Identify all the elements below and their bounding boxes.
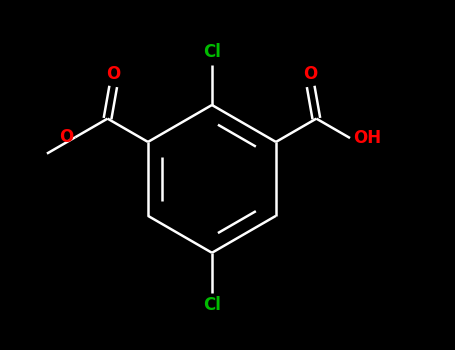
Text: O: O (106, 65, 120, 83)
Text: O: O (303, 65, 318, 83)
Text: Cl: Cl (203, 43, 221, 62)
Text: Cl: Cl (203, 296, 221, 314)
Text: O: O (59, 128, 73, 146)
Text: OH: OH (353, 129, 381, 147)
